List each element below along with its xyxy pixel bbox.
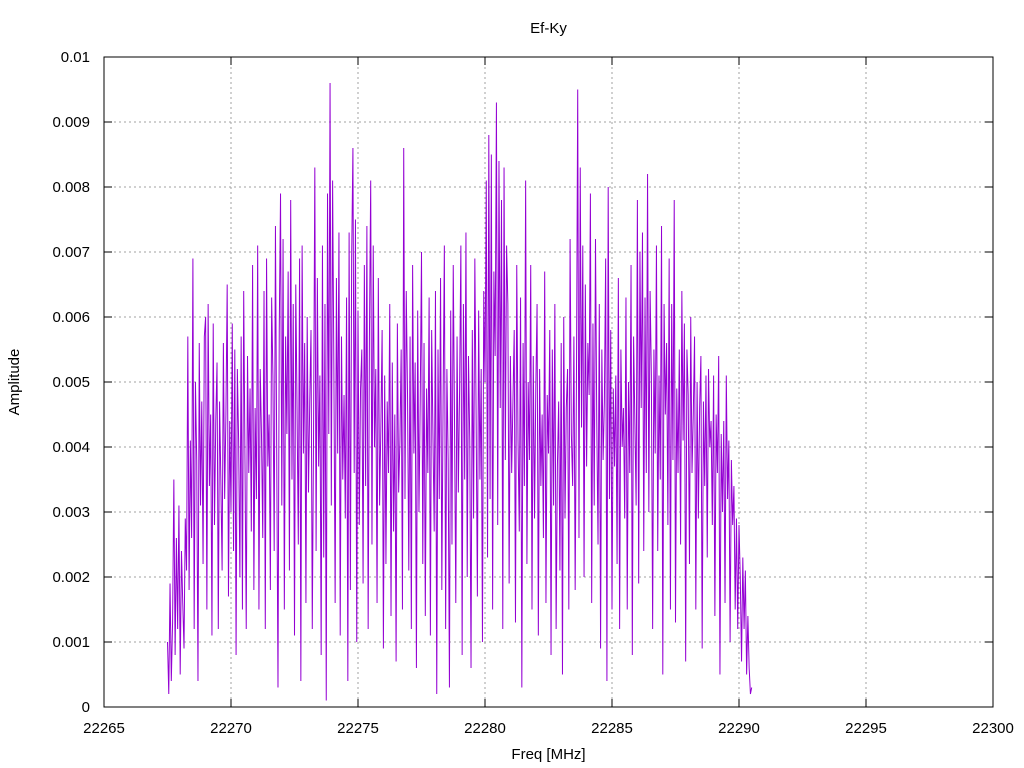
y-tick-label: 0 [82, 699, 90, 716]
series-layer [167, 82, 753, 701]
x-tick-label: 22270 [210, 720, 252, 737]
y-tick-label: 0.005 [52, 374, 90, 391]
y-tick-label: 0.009 [52, 114, 90, 131]
x-tick-label: 22280 [464, 720, 506, 737]
x-tick-label: 22265 [83, 720, 125, 737]
plot-frame [103, 56, 994, 708]
x-tick-label: 22290 [718, 720, 760, 737]
x-tick-label: 22275 [337, 720, 379, 737]
x-tick-labels: 22265 22270 22275 22280 22285 22290 22295 22300 [83, 720, 1014, 737]
y-tick-label: 0.01 [61, 49, 90, 66]
y-tick-label: 0.004 [52, 439, 90, 456]
y-tick-label: 0.001 [52, 634, 90, 651]
y-tick-label: 0.002 [52, 569, 90, 586]
x-tick-label: 22285 [591, 720, 633, 737]
x-tick-label: 22300 [972, 720, 1014, 737]
y-tick-label: 0.008 [52, 179, 90, 196]
series-line [167, 82, 753, 701]
y-tick-labels: 0 0.001 0.002 0.003 0.004 0.005 0.006 0.007 0.00… [52, 49, 90, 716]
chart-title: Ef-Ky [530, 20, 567, 37]
y-tick-label: 0.003 [52, 504, 90, 521]
x-tick-label: 22295 [845, 720, 887, 737]
x-axis-label: Freq [MHz] [511, 746, 585, 763]
y-tick-label: 0.007 [52, 244, 90, 261]
y-tick-label: 0.006 [52, 309, 90, 326]
y-axis-label: Amplitude [6, 349, 23, 416]
